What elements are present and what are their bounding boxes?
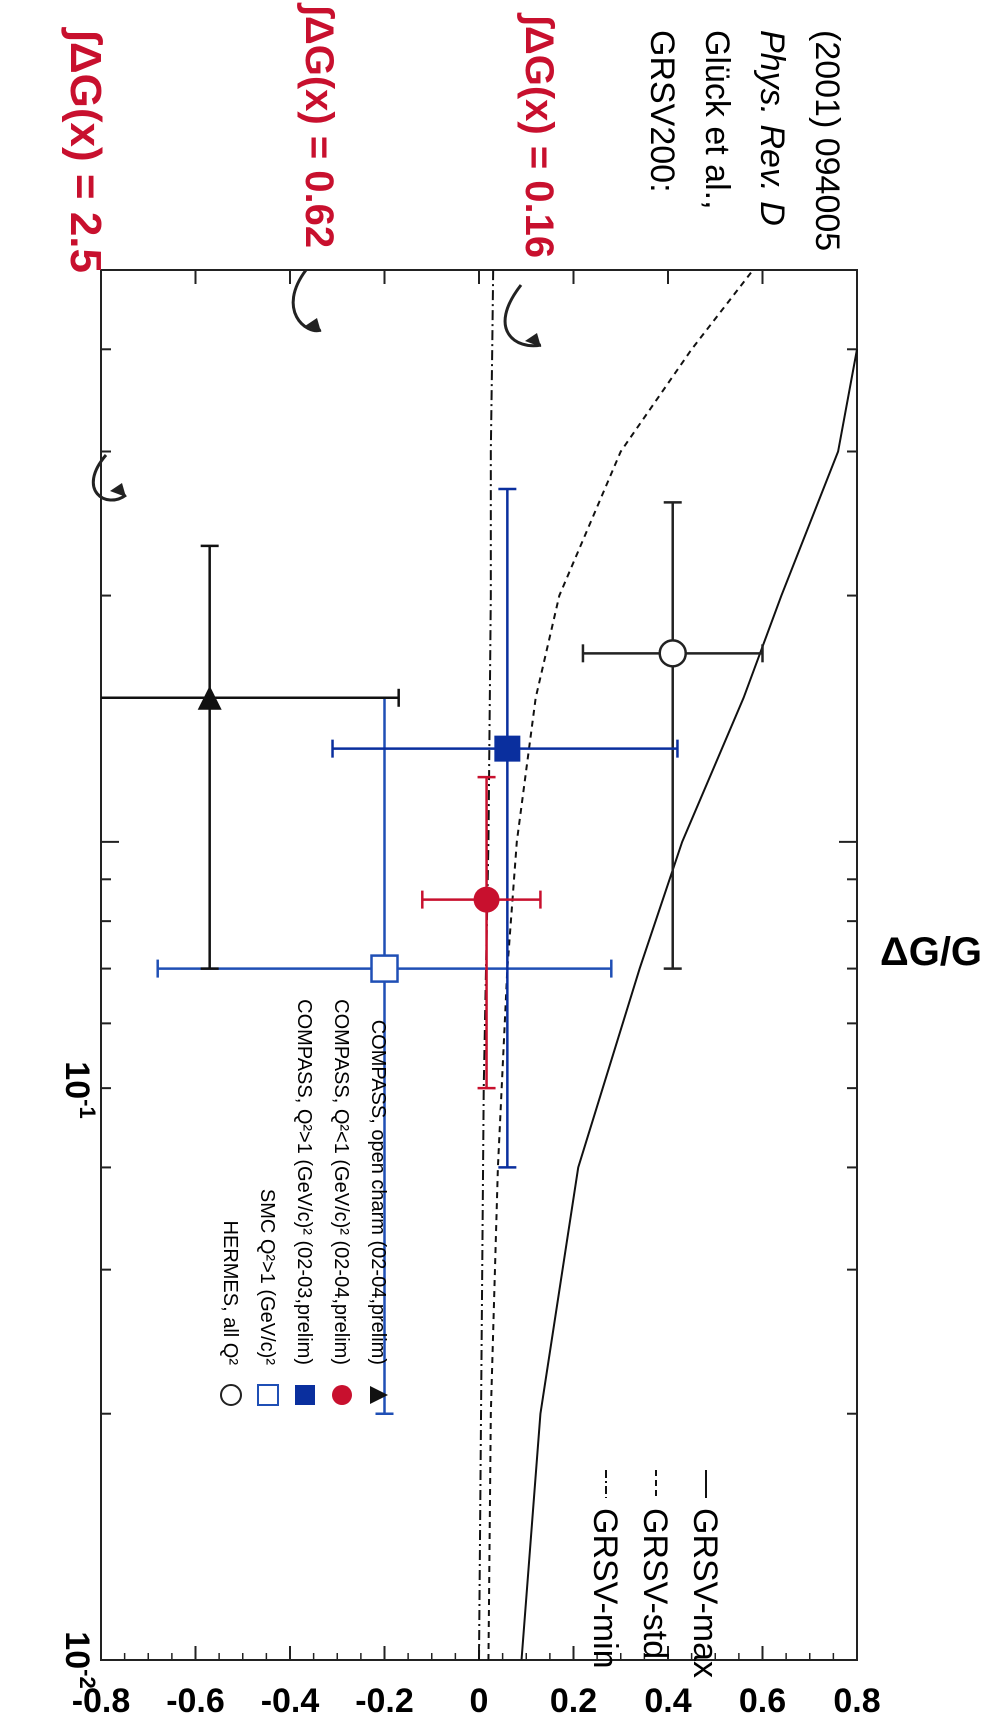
- y-tick-label: -0.4: [261, 1682, 320, 1720]
- integral-max-arrowhead: [110, 483, 126, 497]
- legend-marker: [370, 1386, 388, 1404]
- y-tick-label: 0.8: [833, 1682, 880, 1720]
- y-tick-label: 0: [470, 1682, 489, 1720]
- curve-grsv-min: [478, 269, 495, 1661]
- marker-compass-high-q2: [494, 735, 521, 762]
- legend-marker: [257, 1384, 279, 1406]
- integral-min-annotation: ∫ΔG(x) = 0.16: [517, 12, 561, 258]
- legend-label: HERMES, all Q²: [219, 1221, 241, 1366]
- legend-marker: [332, 1385, 352, 1405]
- integral-min-arrowhead: [525, 333, 541, 347]
- y-tick-label: 0.2: [550, 1682, 597, 1720]
- y-tick-label: -0.6: [166, 1682, 225, 1720]
- marker-smc: [370, 954, 399, 983]
- integral-min-arrow: [503, 284, 542, 348]
- series-legend: HERMES, all Q² SMC Q²>1 (GeV/c)² COMPASS, …: [219, 999, 389, 1406]
- legend-marker: [220, 1384, 242, 1406]
- reference-line-3: Phys. Rev. D: [753, 30, 791, 226]
- x-tick-label-0.1: 10-1: [58, 1061, 100, 1118]
- legend-label: COMPASS, Q²>1 (GeV/c)² (02-03,prelim): [293, 999, 315, 1365]
- y-tick-label: 0.4: [644, 1682, 691, 1720]
- curve-legend-min: GRSV-min: [586, 1508, 624, 1669]
- integral-std-annotation: ∫ΔG(x) = 0.62: [297, 2, 341, 248]
- integral-max-arrow: [91, 454, 127, 502]
- legend-label: COMPASS, open charm (02-04,prelim): [367, 1020, 389, 1365]
- integral-std-arrow: [291, 269, 322, 333]
- reference-citation: GRSV200: Glück et al., Phys. Rev. D (200…: [643, 30, 846, 251]
- reference-line-4: (2001) 094005: [808, 30, 846, 251]
- curve-legend-max: GRSV-max: [686, 1508, 724, 1678]
- integral-max-annotation: ∫ΔG(x) = 2.5: [61, 27, 110, 273]
- legend-label: COMPASS, Q²<1 (GeV/c)² (02-04,prelim): [330, 999, 352, 1365]
- plot-frame: [100, 269, 858, 1661]
- y-tick-label: -0.8: [72, 1682, 131, 1720]
- legend-label: SMC Q²>1 (GeV/c)²: [256, 1189, 278, 1365]
- reference-line-2: Glück et al.,: [698, 30, 736, 210]
- curve-grsv-max: [520, 349, 858, 1661]
- y-tick-label: 0.6: [739, 1682, 786, 1720]
- integral-std-arrowhead: [305, 318, 321, 332]
- curve-grsv-std: [487, 269, 754, 1661]
- reference-line-1: GRSV200:: [643, 30, 681, 193]
- y-axis-title: ΔG/G: [880, 930, 982, 974]
- curve-legend: GRSV-max GRSV-std GRSV-min: [586, 1470, 724, 1678]
- marker-compass-low-q2: [473, 886, 500, 913]
- legend-marker: [295, 1385, 315, 1405]
- marker-open-charm: [197, 685, 222, 710]
- marker-hermes: [658, 639, 687, 668]
- y-tick-label: -0.2: [355, 1682, 414, 1720]
- x-tick-label-0.01: 10-2: [58, 1631, 100, 1688]
- curve-legend-std: GRSV-std: [636, 1508, 674, 1659]
